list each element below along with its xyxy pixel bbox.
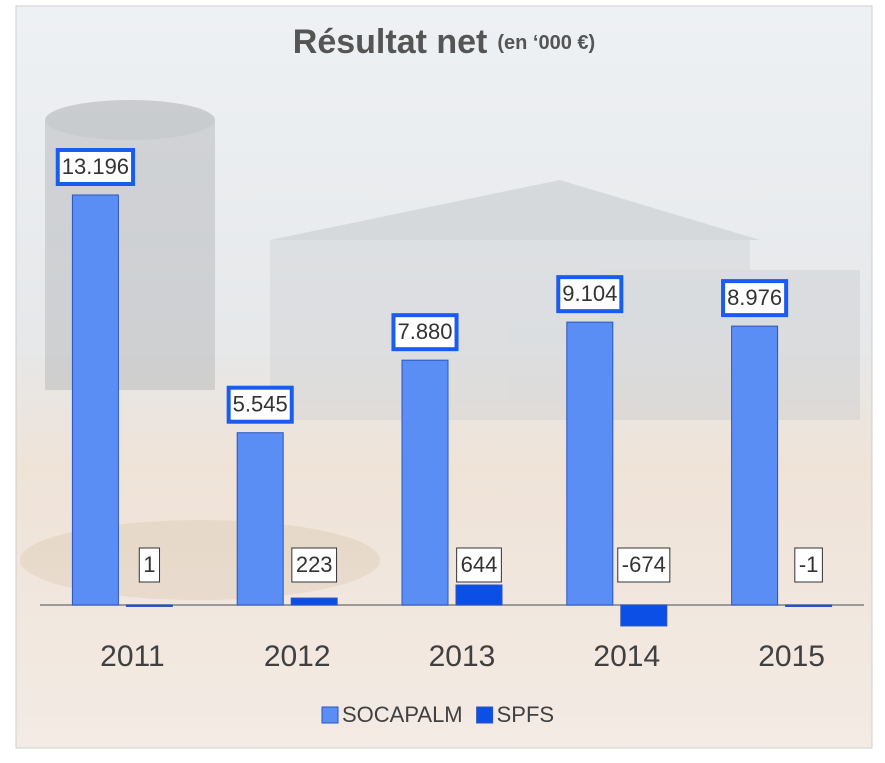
data-label: 8.976 (721, 279, 789, 318)
data-label-box (794, 547, 823, 583)
data-label-box (721, 279, 789, 318)
data-label: 9.104 (556, 275, 624, 314)
data-label-box (556, 275, 624, 314)
data-label-text: 223 (296, 552, 333, 577)
data-label-text: 5.545 (233, 392, 288, 417)
x-tick-label: 2014 (593, 640, 660, 673)
data-label: 1 (138, 547, 161, 583)
bar (785, 604, 833, 607)
x-tick-label: 2015 (758, 640, 825, 673)
bar (71, 194, 119, 606)
x-tick-label: 2013 (429, 640, 496, 673)
bar (620, 604, 668, 627)
data-label-text: 644 (461, 552, 498, 577)
bar (290, 597, 338, 606)
data-label: 5.545 (226, 385, 294, 424)
data-label-box (617, 547, 671, 583)
data-label-box (456, 547, 502, 583)
data-label: 13.196 (55, 148, 136, 186)
bar (731, 325, 779, 606)
data-label: 223 (291, 547, 338, 583)
legend-label: SPFS (497, 702, 554, 727)
data-label-box (138, 547, 161, 583)
data-label-text: -674 (622, 552, 666, 577)
data-label: -674 (617, 547, 671, 583)
title: Résultat net (293, 23, 488, 61)
bar (236, 432, 284, 606)
legend-swatch (476, 706, 494, 724)
data-label-box (291, 547, 338, 583)
data-label-text: 1 (143, 552, 155, 577)
data-label-box (391, 313, 459, 352)
bar (401, 359, 449, 606)
data-label-text: 13.196 (62, 154, 129, 179)
bar (566, 321, 614, 606)
data-label-text: 9.104 (562, 281, 617, 306)
bar (125, 604, 173, 607)
legend-swatch (321, 706, 339, 724)
x-tick-label: 2011 (100, 640, 165, 673)
data-label: -1 (794, 547, 823, 583)
chart-title: Résultat net (en ‘000 €) (293, 23, 595, 61)
data-label-text: 7.880 (397, 319, 452, 344)
data-label-box (226, 385, 294, 424)
background-photo (20, 100, 860, 600)
data-label-text: -1 (799, 552, 819, 577)
plot: 13.196 5.545 7.880 9.104 8.976 1 223 644 -674 -1 2… (40, 148, 864, 727)
data-label-box (55, 148, 136, 186)
subtitle: (en ‘000 €) (497, 32, 595, 54)
bar (455, 584, 503, 606)
data-label: 644 (456, 547, 502, 583)
legend-label: SOCAPALM (342, 702, 463, 727)
data-label: 7.880 (391, 313, 459, 352)
data-label-text: 8.976 (727, 285, 782, 310)
x-tick-label: 2012 (264, 640, 331, 673)
